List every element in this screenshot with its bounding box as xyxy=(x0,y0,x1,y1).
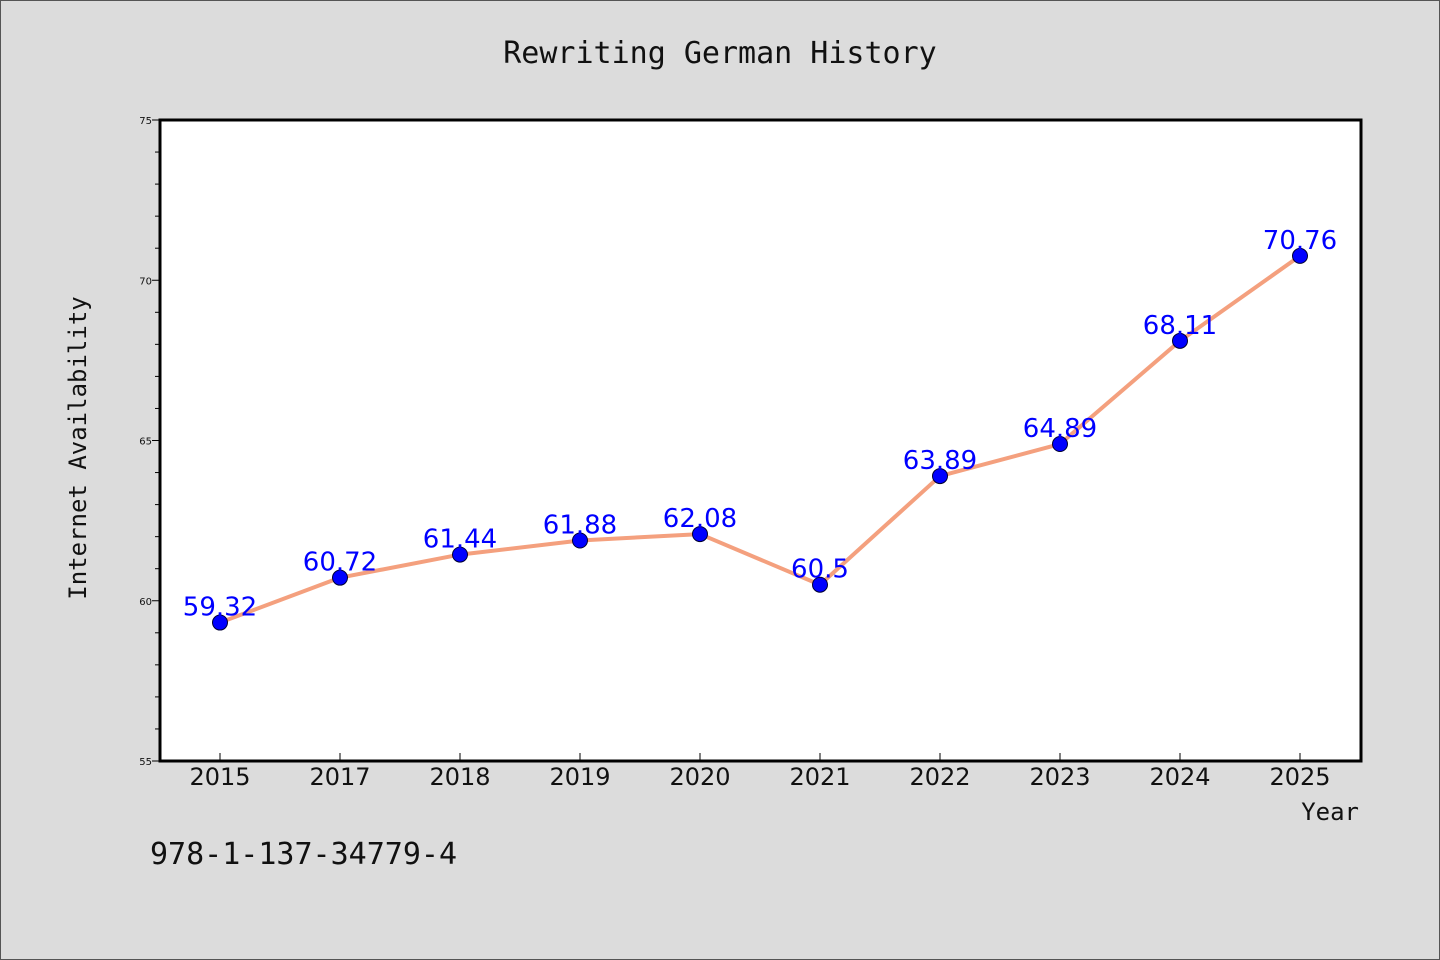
y-tick-label: 70 xyxy=(139,276,152,287)
x-tick-label: 2023 xyxy=(1029,763,1090,791)
y-tick-label: 65 xyxy=(139,437,152,448)
data-point xyxy=(452,546,468,563)
x-tick-label: 2024 xyxy=(1149,763,1210,791)
footer-isbn: 978-1-137-34779-4 xyxy=(150,837,457,872)
y-axis-label: Internet Availability xyxy=(64,296,92,599)
data-label-group: 59.32 60.72 61.44 61.88 62.08 60.5 63.89 64.89 6… xyxy=(183,226,1337,623)
data-label: 68.11 xyxy=(1143,311,1217,341)
x-tick-label: 2017 xyxy=(309,763,370,791)
data-point xyxy=(1172,332,1188,349)
data-label: 61.44 xyxy=(423,525,497,555)
data-label: 62.08 xyxy=(663,504,737,534)
data-point xyxy=(692,526,708,543)
x-tick-label: 2020 xyxy=(669,763,730,791)
y-tick-label: 60 xyxy=(139,597,152,608)
data-label: 60.72 xyxy=(303,548,377,578)
y-tick-label: 75 xyxy=(139,116,152,127)
x-tick-label: 2015 xyxy=(189,763,250,791)
x-tick-label: 2025 xyxy=(1269,763,1330,791)
data-label: 64.89 xyxy=(1023,414,1097,444)
x-tick-label: 2018 xyxy=(429,763,490,791)
data-label: 59.32 xyxy=(183,593,257,623)
data-point xyxy=(332,569,348,586)
data-point xyxy=(212,614,228,631)
series-line xyxy=(218,253,1302,625)
x-axis: 2015 2017 2018 2019 2020 2021 2022 2023 2024 2025 xyxy=(189,753,1331,791)
data-point xyxy=(812,576,828,593)
series-line-group xyxy=(218,253,1302,625)
x-tick-label: 2021 xyxy=(789,763,850,791)
y-tick-label: 55 xyxy=(139,757,152,768)
plot-area xyxy=(158,118,1363,763)
data-label: 61.88 xyxy=(543,510,617,540)
y-axis: 55 60 65 70 75 xyxy=(139,116,160,768)
data-point xyxy=(932,468,948,485)
marker-group xyxy=(212,247,1308,631)
x-tick-label: 2019 xyxy=(549,763,610,791)
data-point xyxy=(1052,436,1068,453)
x-tick-label: 2022 xyxy=(909,763,970,791)
data-point xyxy=(1292,247,1308,264)
data-label: 60.5 xyxy=(791,555,849,585)
data-label: 70.76 xyxy=(1263,226,1337,256)
data-point xyxy=(572,532,588,549)
x-axis-label: Year xyxy=(1301,798,1359,826)
chart-title: Rewriting German History xyxy=(503,36,936,71)
data-label: 63.89 xyxy=(903,446,977,476)
